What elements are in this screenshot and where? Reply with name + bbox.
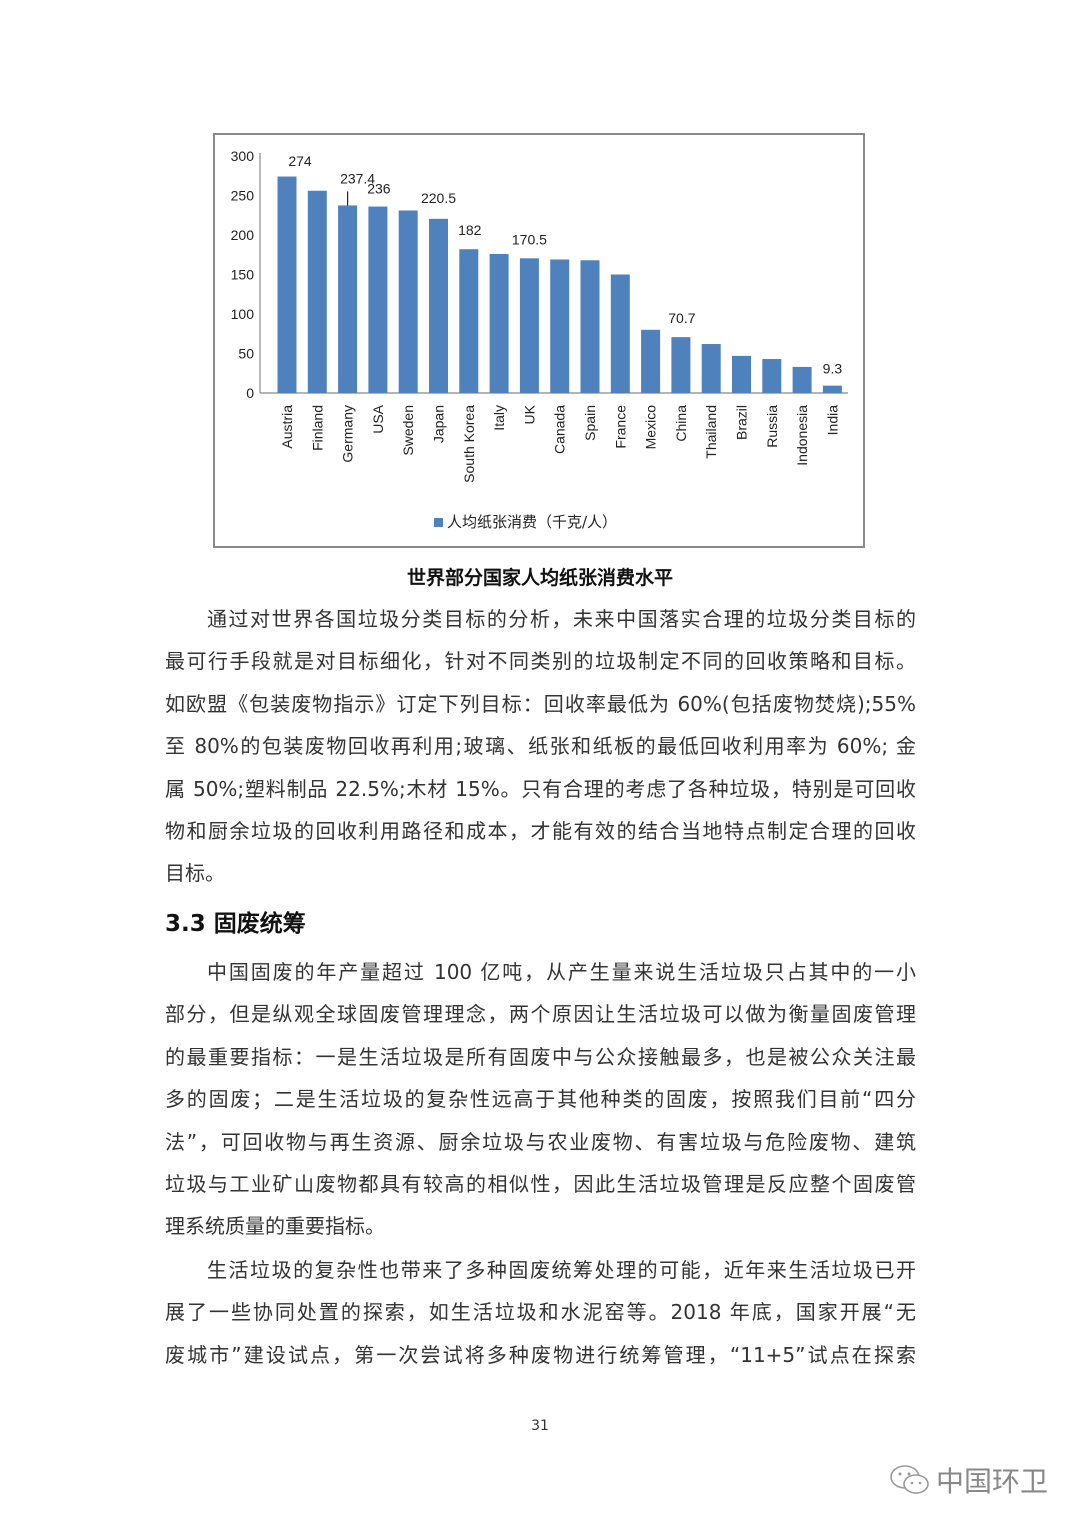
chart-canvas: 0 50 100 150 200 250 300 Austria 274 Finland Germa… (231, 148, 848, 531)
y-tick-label: 0 (246, 385, 254, 401)
paragraph-2: 中国固废的年产量超过 100 亿吨，从产生量来说生活垃圾只占其中的一小部分，但是… (165, 951, 916, 1248)
x-tick-label: Japan (431, 405, 447, 443)
watermark-text: 中国环卫 (936, 1465, 1049, 1498)
data-label: 9.3 (823, 361, 843, 377)
bar-brazil (732, 355, 751, 393)
text-line: 最可行手段就是对目标细化，针对不同类别的垃圾制定不同的回收策略和目标。 (165, 649, 916, 674)
bar-uk (519, 258, 539, 393)
bar-thailand (701, 344, 721, 393)
x-tick-label: France (612, 405, 628, 449)
data-label: 274 (288, 153, 312, 169)
x-tick-label: Thailand (703, 405, 719, 459)
text-line: 通过对世界各国垃圾分类目标的分析，未来中国落实合理的垃圾分类目标的 (207, 607, 916, 631)
y-tick-label: 100 (231, 306, 255, 322)
x-tick-label: USA (370, 404, 386, 433)
x-tick-label: Sweden (400, 405, 416, 456)
text-line: 生活垃圾的复杂性也带来了多种固废统筹处理的可能，近年来生活垃圾已开 (207, 1258, 916, 1282)
x-tick-label: Finland (309, 405, 325, 451)
text-line: 如欧盟《包装废物指示》订定下列目标：回收率最低为 60%(包括废物焚烧);55% (165, 691, 916, 716)
bar-spain (580, 260, 600, 393)
x-tick-label: Indonesia (794, 405, 810, 466)
bar-china (671, 337, 691, 393)
x-tick-label: Germany (340, 405, 356, 463)
x-tick-label: Brazil (734, 405, 750, 440)
x-tick-label: Russia (764, 405, 780, 448)
data-label: 236 (367, 181, 391, 197)
data-label: 170.5 (512, 231, 547, 247)
bar-sweden (398, 210, 418, 393)
x-tick-label: South Korea (461, 405, 477, 483)
text-line: 法”，可回收物与再生资源、厨余垃圾与农业废物、有害垃圾与危险废物、建筑 (165, 1129, 916, 1154)
data-label: 220.5 (421, 190, 456, 206)
section-heading: 3.3 固废统筹 (165, 911, 306, 937)
x-tick-label: Spain (582, 405, 598, 441)
watermark: 中国环卫 (888, 1460, 1048, 1500)
wechat-icon (890, 1465, 929, 1494)
text-line: 至 80%的包装废物回收再利用;玻璃、纸张和纸板的最低回收利用率为 60%; 金 (165, 734, 916, 759)
y-tick-label: 150 (231, 267, 255, 283)
text-line: 部分，但是纵观全球固废管理理念，两个原因让生活垃圾可以做为衡量固废管理 (165, 1002, 916, 1027)
text-line: 目标。 (165, 861, 225, 886)
bar-south-korea (459, 249, 479, 393)
text-line: 理系统质量的重要指标。 (165, 1214, 385, 1239)
bar-india (822, 385, 842, 393)
data-label: 182 (458, 222, 482, 238)
bar-germany (338, 205, 358, 393)
x-tick-label: UK (521, 404, 537, 424)
bar-usa (368, 206, 388, 393)
bar-finland (307, 190, 327, 393)
y-tick-label: 300 (231, 148, 255, 164)
x-tick-label: Austria (279, 405, 295, 449)
bar-austria (277, 176, 297, 393)
text-line: 物和厨余垃圾的回收利用路径和成本，才能有效的结合当地特点制定合理的回收 (165, 818, 916, 843)
y-tick-label: 250 (231, 188, 255, 204)
page-number: 31 (531, 1418, 549, 1434)
text-line: 多的固废；二是生活垃圾的复杂性远高于其他种类的固废，按照我们目前“四分 (165, 1087, 916, 1112)
data-label: 70.7 (668, 310, 695, 326)
figure-caption: 世界部分国家人均纸张消费水平 (406, 567, 673, 589)
bar-italy (489, 253, 509, 393)
paragraph-1: 通过对世界各国垃圾分类目标的分析，未来中国落实合理的垃圾分类目标的最可行手段就是… (165, 598, 916, 895)
x-tick-label: Canada (552, 405, 568, 454)
bar-mexico (641, 329, 661, 393)
text-line: 展了一些协同处置的探索，如生活垃圾和水泥窑等。2018 年底，国家开展“无 (165, 1300, 916, 1325)
text-line: 中国固废的年产量超过 100 亿吨，从产生量来说生活垃圾只占其中的一小 (207, 960, 916, 984)
y-tick-label: 200 (231, 227, 255, 243)
text-line: 的最重要指标：一是生活垃圾是所有固废中与公众接触最多，也是被公众关注最 (165, 1044, 916, 1069)
text-line: 垃圾与工业矿山废物都具有较高的相似性，因此生活垃圾管理是反应整个固废管 (165, 1171, 916, 1196)
legend-swatch (434, 518, 443, 527)
x-tick-label: Italy (491, 405, 507, 431)
text-line: 废城市”建设试点，第一次尝试将多种废物进行统筹管理，“11+5”试点在探索 (165, 1342, 916, 1367)
bar-canada (550, 259, 570, 393)
bar-indonesia (792, 366, 812, 393)
y-tick-label: 50 (238, 346, 254, 362)
x-tick-label: India (824, 405, 840, 436)
data-label: 237.4 (340, 170, 375, 186)
text-line: 属 50%;塑料制品 22.5%;木材 15%。只有合理的考虑了各种垃圾，特别是… (165, 776, 916, 801)
x-tick-label: Mexico (643, 405, 659, 450)
bar-japan (429, 218, 448, 393)
bar-chart: 0 50 100 150 200 250 300 Austria 274 Finland Germa… (213, 133, 865, 548)
legend-label: 人均纸张消费（千克/人） (447, 513, 617, 531)
bar-france (610, 274, 630, 393)
bar-russia (762, 359, 782, 393)
paragraph-3: 生活垃圾的复杂性也带来了多种固废统筹处理的可能，近年来生活垃圾已开展了一些协同处… (165, 1249, 916, 1376)
x-tick-label: China (673, 405, 689, 442)
